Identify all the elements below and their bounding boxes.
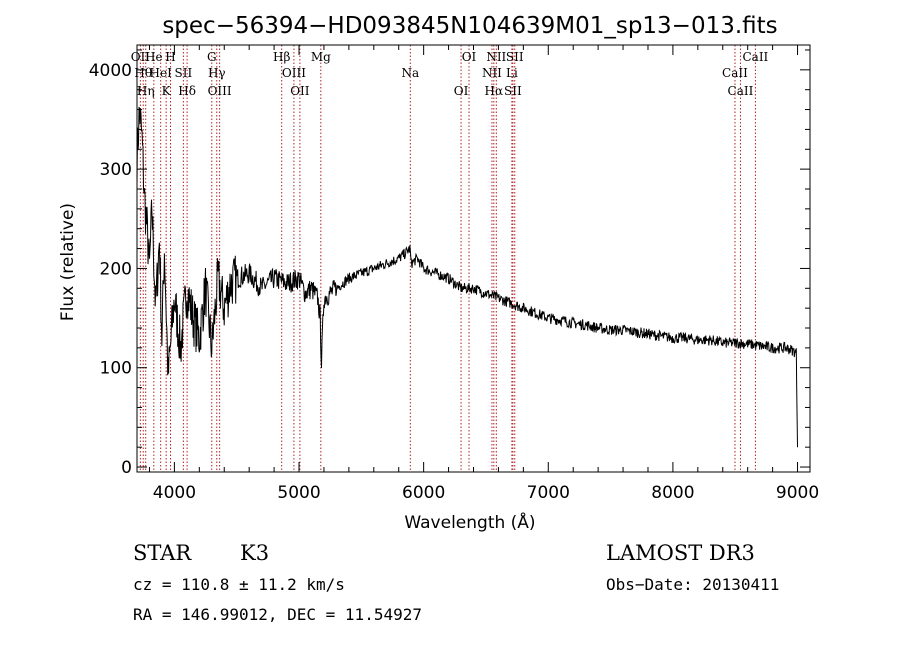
x-tick-label: 9000 bbox=[776, 483, 819, 503]
line-label: H bbox=[165, 50, 175, 64]
object-class: STAR bbox=[133, 541, 192, 565]
y-tick-label: 100 bbox=[100, 359, 132, 379]
line-label: Hα bbox=[485, 84, 504, 98]
line-label: HeI bbox=[150, 66, 173, 80]
line-label: CaII bbox=[722, 66, 748, 80]
x-axis-ticks: 4000 5000 6000 7000 8000 9000 bbox=[148, 45, 819, 503]
line-label: NII bbox=[486, 50, 506, 64]
line-label: Na bbox=[401, 66, 419, 80]
line-label: Hθ bbox=[134, 66, 152, 80]
line-label: G bbox=[207, 50, 217, 64]
line-label: SII bbox=[175, 66, 193, 80]
x-tick-label: 5000 bbox=[277, 483, 320, 503]
chart-title: spec−56394−HD093845N104639M01_sp13−013.f… bbox=[162, 13, 777, 39]
line-label: OII bbox=[131, 50, 151, 64]
line-label: Hδ bbox=[178, 84, 196, 98]
line-label: Mg bbox=[311, 50, 331, 64]
spectrum-line bbox=[136, 106, 798, 448]
plot-frame bbox=[136, 44, 811, 473]
y-tick-label: 0 bbox=[121, 458, 132, 478]
y-tick-label: 4000 bbox=[89, 61, 132, 81]
line-label: OI bbox=[462, 50, 477, 64]
line-label: Hη bbox=[137, 84, 155, 98]
line-label: OIII bbox=[208, 84, 232, 98]
line-label: SII bbox=[506, 50, 524, 64]
line-label: CaII bbox=[742, 50, 768, 64]
line-label: OIII bbox=[282, 66, 306, 80]
y-axis-label: Flux (relative) bbox=[58, 203, 78, 321]
y-tick-label: 200 bbox=[100, 259, 132, 279]
x-tick-label: 8000 bbox=[651, 483, 694, 503]
line-label: NII bbox=[482, 66, 502, 80]
line-label: SII bbox=[504, 84, 522, 98]
line-label: K bbox=[162, 84, 172, 98]
line-label: Li bbox=[506, 66, 518, 80]
y-tick-label: 300 bbox=[100, 160, 132, 180]
line-label: Hγ bbox=[208, 66, 226, 80]
survey-name: LAMOST DR3 bbox=[606, 541, 755, 565]
x-tick-label: 7000 bbox=[527, 483, 570, 503]
coordinates: RA = 146.99012, DEC = 11.54927 bbox=[133, 605, 422, 624]
line-label: CaII bbox=[728, 84, 754, 98]
obs-date: Obs−Date: 20130411 bbox=[606, 575, 779, 594]
x-axis-label: Wavelength (Å) bbox=[404, 511, 535, 533]
line-label: Hβ bbox=[273, 50, 290, 64]
redshift-readout: cz = 110.8 ± 11.2 km/s bbox=[133, 575, 345, 594]
line-label: He bbox=[145, 50, 163, 64]
object-subclass: K3 bbox=[240, 541, 269, 565]
line-label: OII bbox=[290, 84, 310, 98]
y-axis-ticks: 0 100 200 300 4000 bbox=[89, 49, 810, 478]
x-tick-label: 4000 bbox=[153, 483, 196, 503]
spectral-line-labels: OIIHθHηHeHeIKHSIIHδGHγOIIIHβOIIIOIIMgNaO… bbox=[131, 50, 769, 98]
line-label: OI bbox=[454, 84, 469, 98]
spectral-line-markers bbox=[139, 45, 756, 472]
x-tick-label: 6000 bbox=[402, 483, 445, 503]
